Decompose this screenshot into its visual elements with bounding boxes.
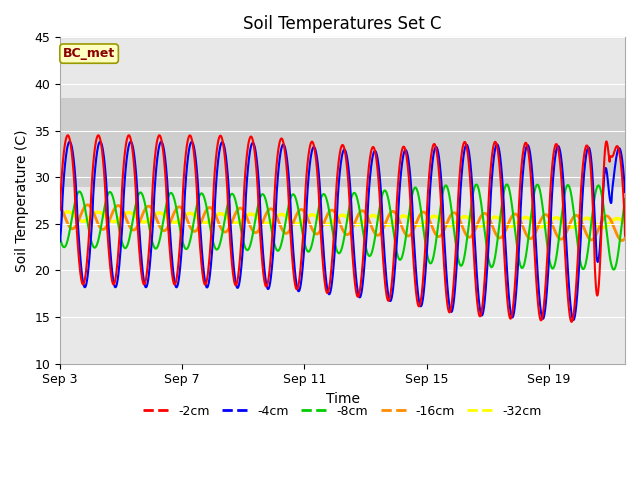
Bar	[60, 98, 625, 187]
Title: Soil Temperatures Set C: Soil Temperatures Set C	[243, 15, 442, 33]
Text: BC_met: BC_met	[63, 47, 115, 60]
X-axis label: Time: Time	[326, 392, 360, 406]
Y-axis label: Soil Temperature (C): Soil Temperature (C)	[15, 129, 29, 272]
Legend: -2cm, -4cm, -8cm, -16cm, -32cm: -2cm, -4cm, -8cm, -16cm, -32cm	[138, 400, 547, 423]
